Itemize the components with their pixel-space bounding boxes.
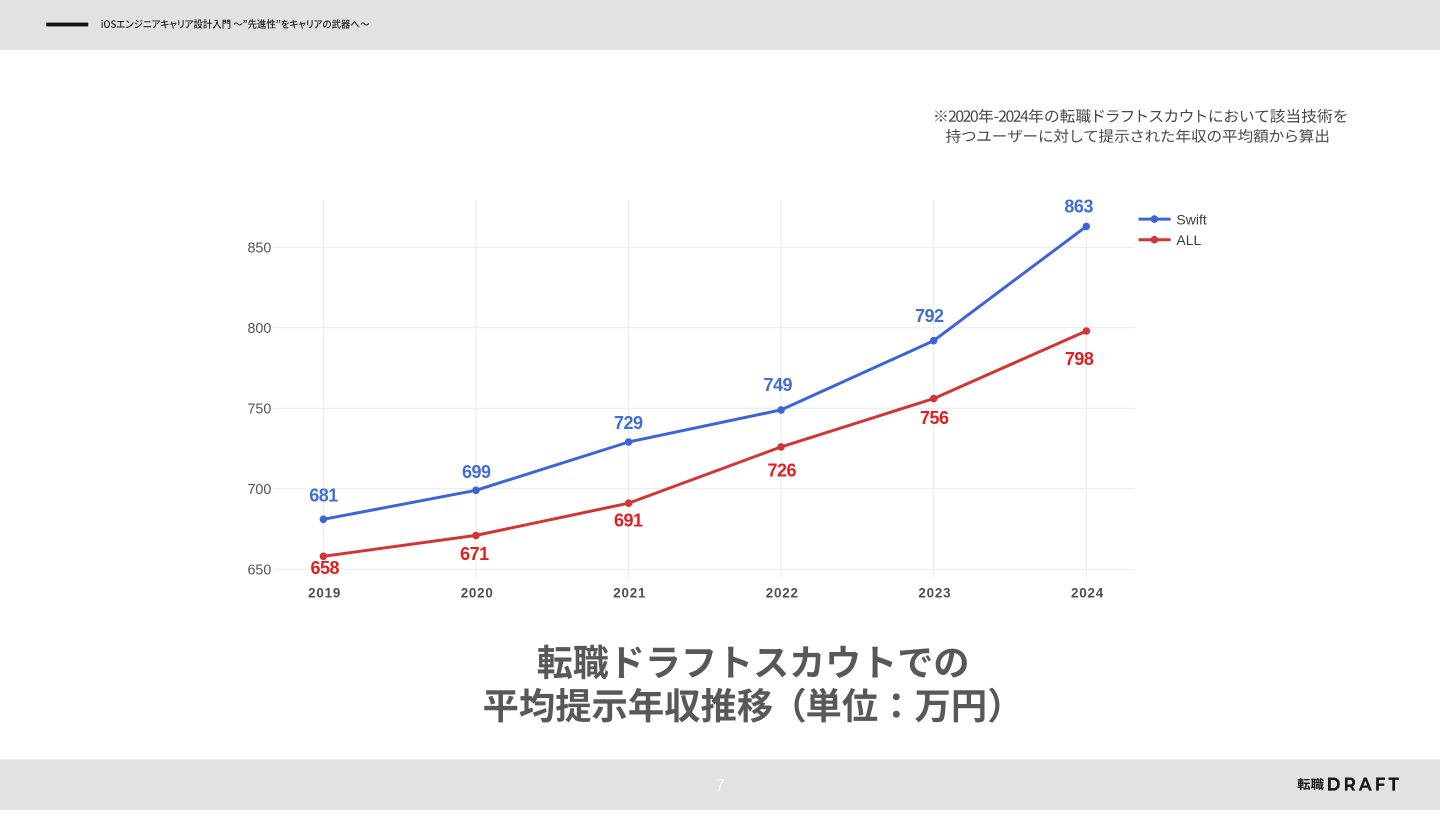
svg-text:658: 658 [311, 558, 340, 578]
svg-text:750: 750 [247, 402, 271, 418]
svg-text:726: 726 [768, 461, 797, 481]
svg-text:691: 691 [614, 510, 643, 530]
svg-text:756: 756 [920, 408, 949, 428]
svg-text:650: 650 [247, 563, 271, 579]
svg-text:2019: 2019 [308, 585, 341, 600]
svg-text:729: 729 [614, 413, 643, 433]
svg-text:2021: 2021 [613, 585, 646, 600]
svg-text:792: 792 [915, 306, 944, 326]
svg-text:671: 671 [460, 544, 489, 564]
svg-text:749: 749 [764, 375, 793, 395]
svg-text:2022: 2022 [766, 585, 799, 600]
svg-text:850: 850 [247, 241, 271, 257]
svg-text:Swift: Swift [1176, 211, 1206, 227]
svg-text:800: 800 [247, 321, 271, 337]
svg-text:700: 700 [247, 482, 271, 498]
svg-text:2024: 2024 [1071, 585, 1104, 600]
svg-text:2020: 2020 [461, 585, 494, 600]
svg-text:798: 798 [1065, 349, 1094, 369]
svg-text:681: 681 [309, 486, 338, 506]
svg-text:ALL: ALL [1176, 232, 1201, 248]
svg-text:2023: 2023 [918, 585, 951, 600]
svg-text:7: 7 [715, 775, 725, 795]
svg-text:699: 699 [462, 462, 491, 482]
svg-text:863: 863 [1064, 197, 1093, 217]
